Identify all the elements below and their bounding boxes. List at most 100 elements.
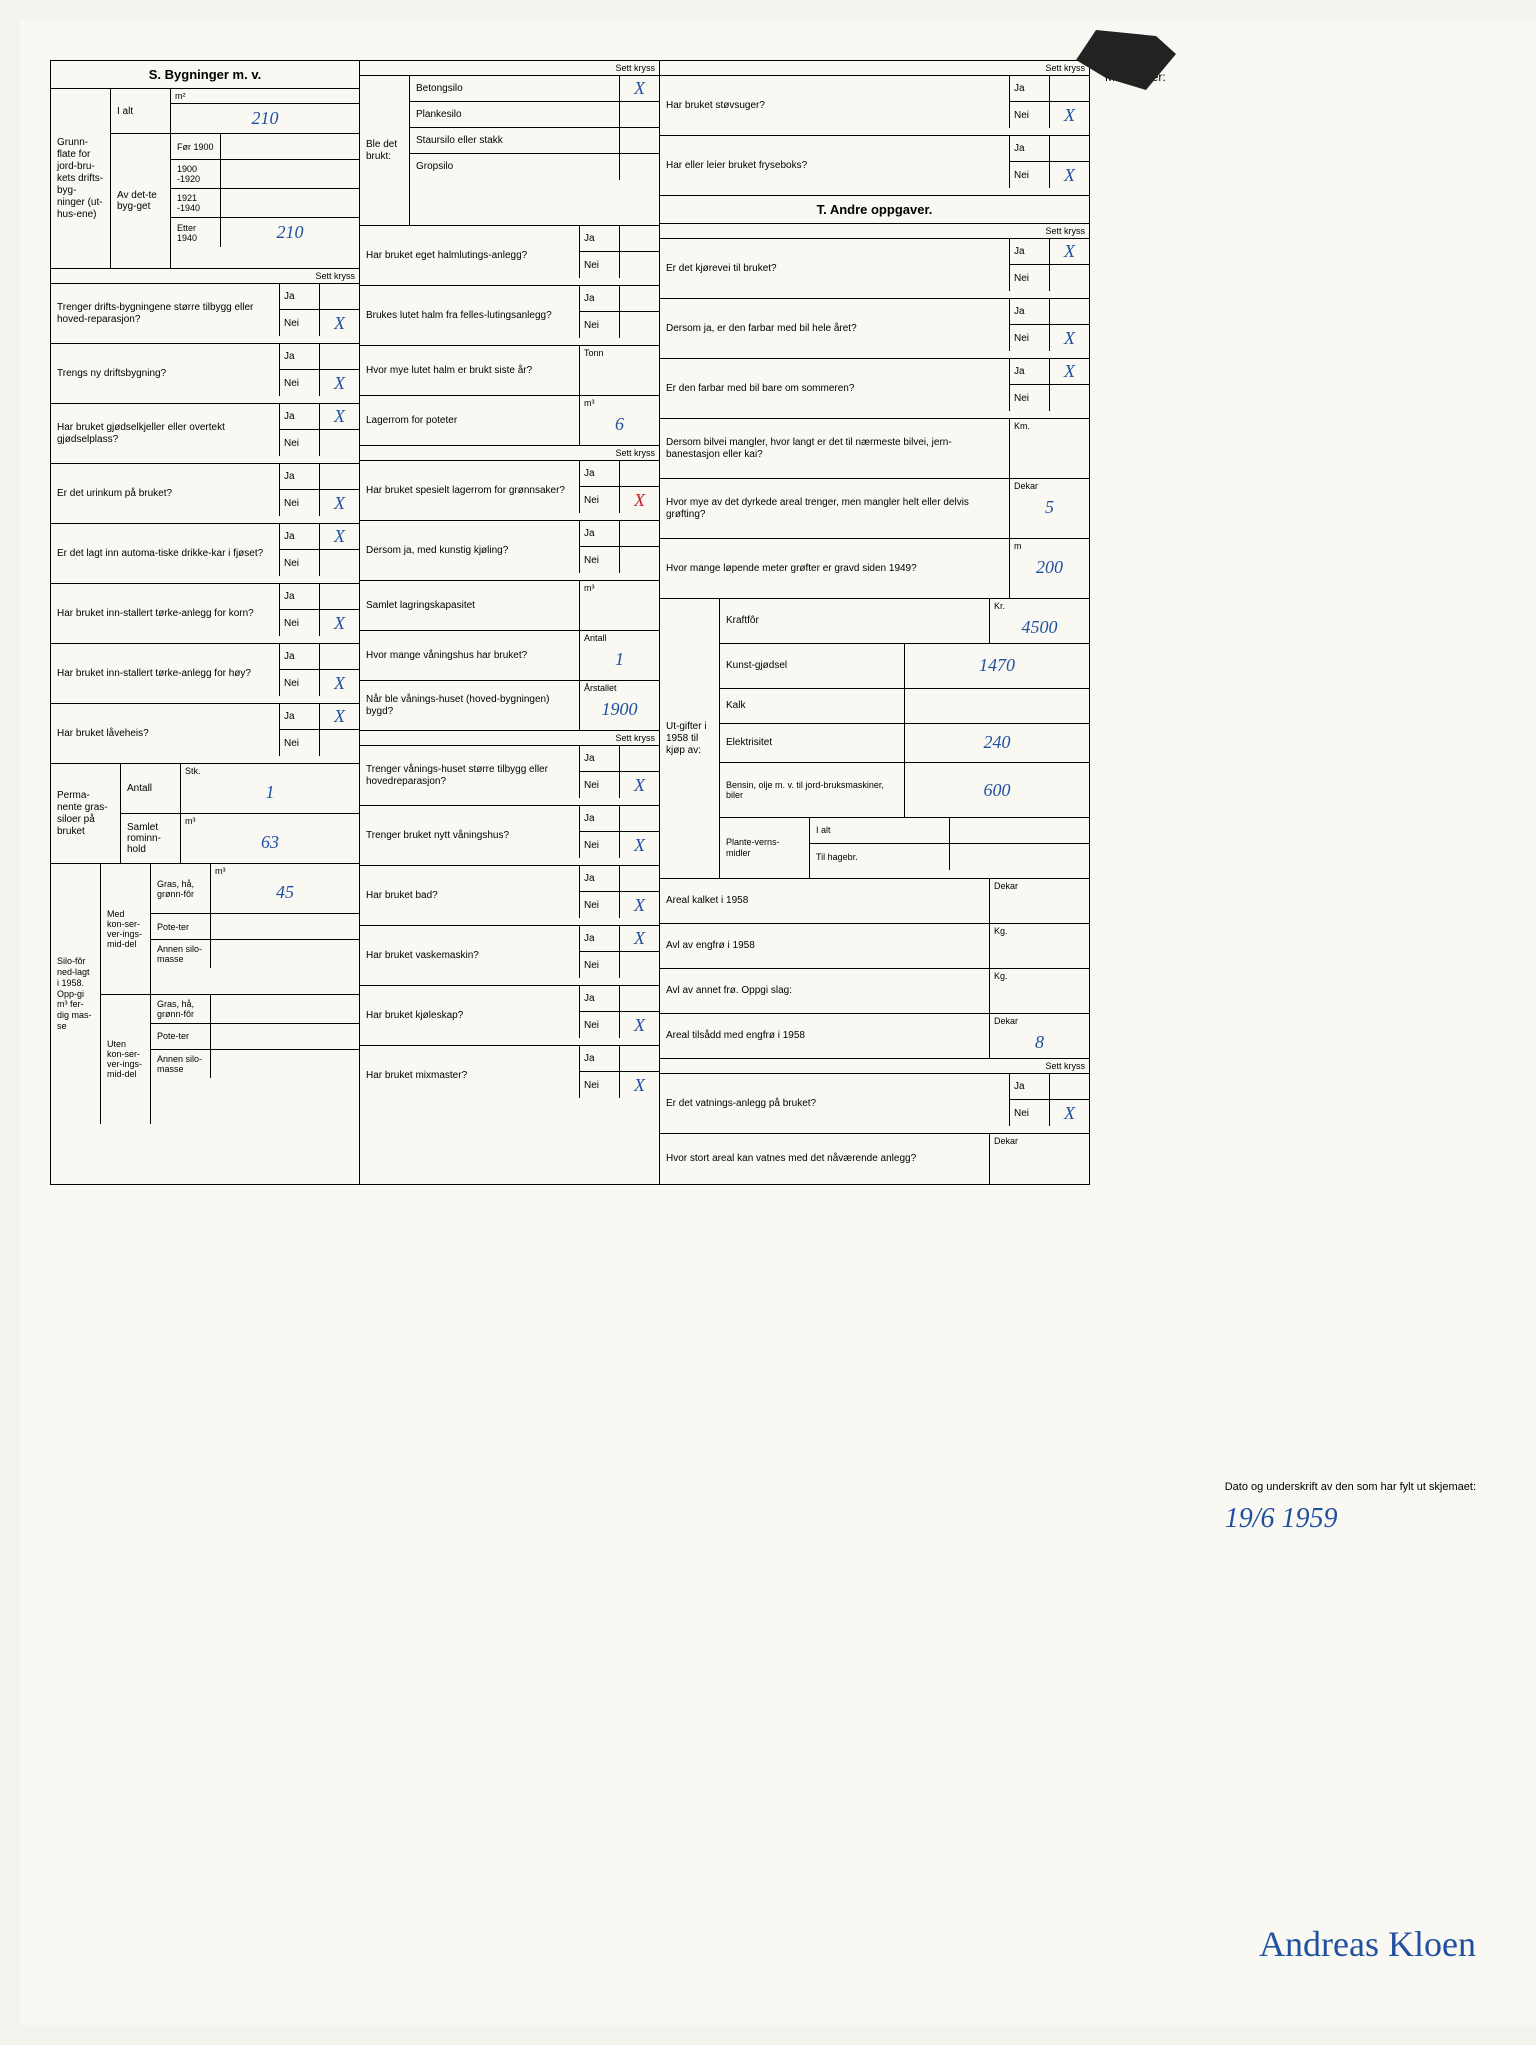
tilbygg-nei: X <box>619 772 659 798</box>
sommer-ja: X <box>1049 359 1089 384</box>
tonn-label: Tonn <box>580 346 659 360</box>
1900-1920-label: 1900 -1920 <box>171 160 221 188</box>
annet-fro-q: Avl av annet frø. Oppgi slag: <box>660 969 989 1013</box>
kraftfor-val: 4500 <box>990 613 1089 642</box>
q4-ja <box>319 464 359 489</box>
sett-kryss-gron: Sett kryss <box>360 446 659 461</box>
mye-lutet-q: Hvor mye lutet halm er brukt siste år? <box>360 346 579 395</box>
mix-q: Har bruket mixmaster? <box>360 1046 579 1106</box>
uten-gras-label: Gras, hå, grønn-fôr <box>151 995 211 1023</box>
grunnflate-label: Grunn-flate for jord-bru-kets drifts-byg… <box>51 89 111 268</box>
lutet-q: Brukes lutet halm fra felles-lutingsanle… <box>360 286 579 345</box>
permanente-block: Perma-nente gras-siloer på bruket Antall… <box>51 764 359 864</box>
plante-label: Plante-verns-midler <box>720 818 810 878</box>
lager-pot-val: 6 <box>580 410 659 439</box>
dekar3-u: Dekar <box>990 1014 1089 1028</box>
ble-label: Ble det brukt: <box>360 76 410 225</box>
kjole-ja <box>619 986 659 1011</box>
q3: Har bruket gjødselkjeller eller overtekt… <box>51 404 279 463</box>
q5-nei <box>319 550 359 576</box>
dekar4-u: Dekar <box>990 1134 1089 1148</box>
kjole-q: Har bruket kjøleskap? <box>360 986 579 1045</box>
q2: Trengs ny driftsbygning? <box>51 344 279 403</box>
sett-kryss-t: Sett kryss <box>660 224 1089 239</box>
planke-label: Plankesilo <box>410 102 619 127</box>
q1: Trenger drifts-bygningene større tilbygg… <box>51 284 279 343</box>
q6-nei: X <box>319 610 359 636</box>
stov-q: Har bruket støvsuger? <box>660 76 1009 135</box>
bad-nei: X <box>619 892 659 918</box>
uten-label: Uten kon-ser-ver-ings-mid-del <box>101 995 151 1125</box>
for1900-val <box>221 134 359 159</box>
stov-ja <box>1049 76 1089 101</box>
vaning-ar-u: Årstallet <box>580 681 659 695</box>
bensin-val: 600 <box>904 763 1089 817</box>
bad-ja <box>619 866 659 891</box>
kjole-nei: X <box>619 1012 659 1038</box>
med-gras-label: Gras, hå, grønn-fôr <box>151 864 211 913</box>
section-s-header: S. Bygninger m. v. <box>51 61 359 89</box>
lager-pot-q: Lagerrom for poteter <box>360 396 579 445</box>
q2-ja <box>319 344 359 369</box>
areal-kalket-val <box>990 893 1089 901</box>
tilbygg-q: Trenger vånings-huset større tilbygg ell… <box>360 746 579 805</box>
kraftfor-label: Kraftfôr <box>720 599 989 643</box>
grunnflate-block: Grunn-flate for jord-bru-kets drifts-byg… <box>51 89 359 269</box>
gron-ja <box>619 461 659 486</box>
vat-nei: X <box>1049 1100 1089 1126</box>
med-pot-val <box>211 914 359 939</box>
q1-nei: X <box>319 310 359 336</box>
signature: Andreas Kloen <box>1259 1923 1476 1965</box>
fryse-ja <box>1049 136 1089 161</box>
perm-rom-val: 63 <box>181 828 359 857</box>
grop-val <box>619 154 659 180</box>
q1-ja <box>319 284 359 309</box>
kunst-label: Kunst-gjødsel <box>720 644 904 688</box>
med-annen-label: Annen silo-masse <box>151 940 211 968</box>
silofor-label: Silo-fôr ned-lagt i 1958. Opp-gi m³ fer-… <box>51 864 101 1124</box>
farbar-ja <box>1049 299 1089 324</box>
q3-ja: X <box>319 404 359 429</box>
1921-1940-label: 1921 -1940 <box>171 189 221 217</box>
annet-fro-val <box>990 983 1089 991</box>
q5: Er det lagt inn automa-tiske drikke-kar … <box>51 524 279 583</box>
hagebr-sub: Til hagebr. <box>810 844 949 870</box>
sommer-q: Er den farbar med bil bare om sommeren? <box>660 359 1009 418</box>
lager-m3: m³ <box>580 396 659 410</box>
meter-val: 200 <box>1010 553 1089 582</box>
kjore-q: Er det kjørevei til bruket? <box>660 239 1009 298</box>
ialt-unit: m² <box>171 89 359 104</box>
utgifter-block: Ut-gifter i 1958 til kjøp av: KraftfôrKr… <box>660 599 1089 879</box>
vaning-ant-q: Hvor mange våningshus har bruket? <box>360 631 579 680</box>
q4-nei: X <box>319 490 359 516</box>
bensin-label: Bensin, olje m. v. til jord-bruksmaskine… <box>720 763 904 817</box>
gron-nei: X <box>619 487 659 513</box>
dato-underskrift: Dato og underskrift av den som har fylt … <box>1225 1481 1476 1535</box>
lutet-nei <box>619 312 659 338</box>
stort-areal-q: Hvor stort areal kan vatnes med det nåvæ… <box>660 1134 989 1184</box>
sett-kryss-tilbygg: Sett kryss <box>360 731 659 746</box>
uten-pot-val <box>211 1024 359 1049</box>
1921-1940-val <box>221 189 359 217</box>
halm-ja <box>619 226 659 251</box>
perm-antall-label: Antall <box>121 764 181 813</box>
bad-q: Har bruket bad? <box>360 866 579 925</box>
merknader-column: Merknader: <box>1090 60 1450 1185</box>
dekar2-u: Dekar <box>990 879 1089 893</box>
uten-annen-label: Annen silo-masse <box>151 1050 211 1078</box>
halm-q: Har bruket eget halmlutings-anlegg? <box>360 226 579 285</box>
sett-kryss-1: Sett kryss <box>51 269 359 284</box>
m-u: m <box>1010 539 1089 553</box>
betong-val: X <box>619 76 659 101</box>
sommer-nei <box>1049 385 1089 411</box>
betong-label: Betongsilo <box>410 76 619 101</box>
med-pot-label: Pote-ter <box>151 914 211 939</box>
perm-m3: m³ <box>181 814 359 828</box>
plante-hage-val <box>949 844 1089 870</box>
stort-areal-val <box>990 1148 1089 1156</box>
lutet-ja <box>619 286 659 311</box>
questions-block: Trenger drifts-bygningene større tilbygg… <box>51 284 359 764</box>
elekt-label: Elektrisitet <box>720 724 904 763</box>
samlet-val <box>580 595 659 603</box>
q7: Har bruket inn-stallert tørke-anlegg for… <box>51 644 279 703</box>
